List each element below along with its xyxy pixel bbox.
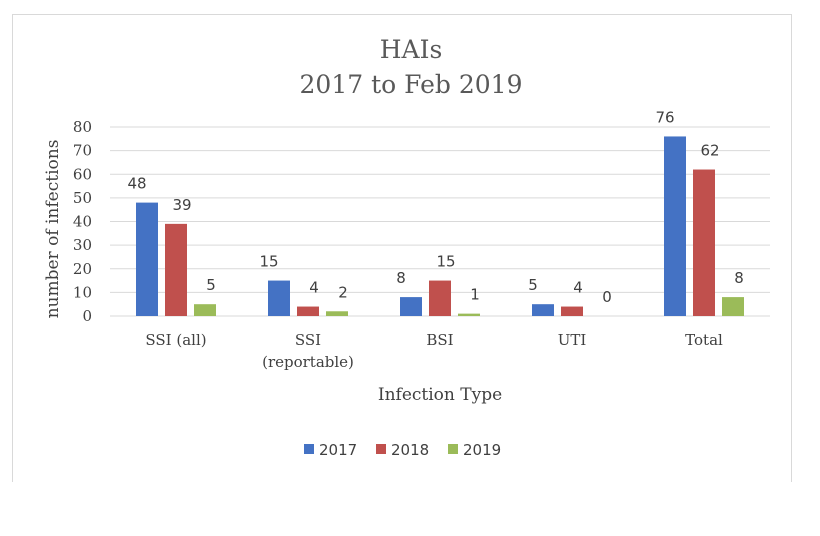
y-tick-label: 40 (73, 213, 92, 231)
x-category-label: BSI (426, 331, 453, 349)
data-label: 39 (172, 196, 191, 214)
x-category-label: UTI (558, 331, 587, 349)
data-label: 1 (470, 286, 480, 304)
bar-2017 (136, 202, 158, 316)
bar-2018 (693, 169, 715, 316)
data-label: 4 (573, 279, 583, 297)
data-label: 76 (655, 108, 674, 126)
legend-label-2018: 2018 (391, 441, 429, 459)
y-tick-label: 80 (73, 118, 92, 136)
y-tick-label: 20 (73, 260, 92, 278)
legend: 2017 2018 2019 (304, 441, 501, 459)
chart-title-line-1: HAIs (380, 35, 443, 64)
data-label: 15 (436, 253, 455, 271)
data-label: 5 (206, 276, 216, 294)
y-tick-label: 70 (73, 142, 92, 160)
x-category-label: SSI (all) (145, 331, 206, 349)
chart-title-line-2: 2017 to Feb 2019 (300, 70, 523, 99)
x-category-label: Total (685, 331, 723, 349)
y-axis-ticks: 0 10 20 30 40 50 60 70 80 (73, 118, 92, 325)
bar-2019 (326, 311, 348, 316)
y-axis-title: number of infections (43, 140, 63, 319)
data-label: 2 (338, 283, 348, 301)
y-tick-label: 0 (82, 307, 92, 325)
data-label: 8 (734, 269, 744, 287)
x-category-label: (reportable) (262, 353, 354, 371)
y-tick-label: 10 (73, 283, 92, 301)
x-axis-title: Infection Type (378, 385, 502, 405)
bar-2019 (722, 297, 744, 316)
y-tick-label: 60 (73, 165, 92, 183)
data-label: 48 (127, 175, 146, 193)
bar-2018 (297, 306, 319, 316)
data-label: 62 (700, 142, 719, 160)
chart-title: HAIs 2017 to Feb 2019 (300, 35, 523, 99)
bar-2019 (458, 313, 480, 316)
legend-swatch-2019 (448, 444, 458, 454)
y-tick-label: 30 (73, 236, 92, 254)
bar-2017 (268, 280, 290, 316)
bars (136, 136, 744, 316)
legend-label-2017: 2017 (319, 441, 357, 459)
bar-2018 (165, 223, 187, 316)
bar-2018 (561, 306, 583, 316)
data-label: 5 (528, 276, 538, 294)
bar-2019 (194, 304, 216, 316)
data-label: 4 (309, 279, 319, 297)
data-label: 8 (396, 269, 406, 287)
bar-2017 (532, 304, 554, 316)
bar-2017 (664, 136, 686, 316)
x-category-label: SSI (295, 331, 321, 349)
bar-2017 (400, 297, 422, 316)
data-label: 15 (259, 253, 278, 271)
legend-swatch-2017 (304, 444, 314, 454)
y-tick-label: 50 (73, 189, 92, 207)
data-label: 0 (602, 288, 612, 306)
legend-swatch-2018 (376, 444, 386, 454)
x-axis-categories: SSI (all) SSI (reportable) BSI UTI Total (145, 331, 723, 371)
legend-label-2019: 2019 (463, 441, 501, 459)
bar-2018 (429, 280, 451, 316)
